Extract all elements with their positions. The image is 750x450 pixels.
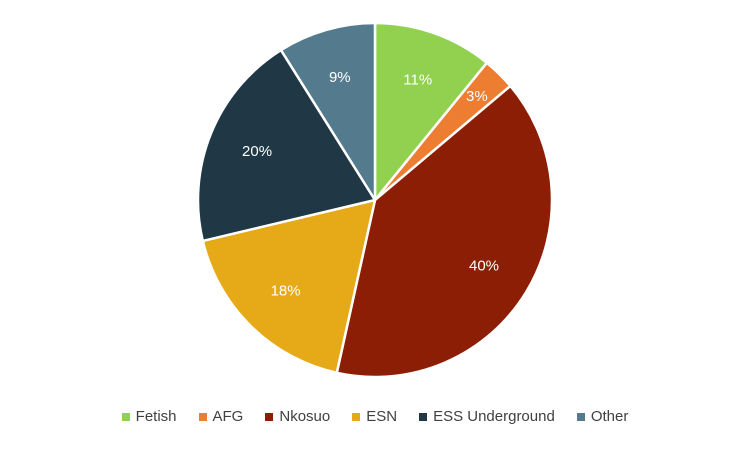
legend-label: ESS Underground (433, 408, 555, 425)
legend-item-afg: AFG (198, 408, 244, 425)
pie-slice-other (279, 21, 377, 202)
legend-swatch (198, 412, 207, 421)
legend-swatch (419, 412, 428, 421)
data-label-fetish: 11% (403, 71, 432, 88)
data-label-ess-underground: 20% (242, 143, 272, 160)
legend-label: AFG (212, 408, 244, 425)
legend-label: ESN (366, 408, 398, 425)
data-label-other: 9% (329, 69, 351, 86)
legend-swatch (265, 412, 274, 421)
legend-label: Fetish (135, 408, 177, 425)
legend-item-fetish: Fetish (121, 408, 177, 425)
legend-item-ess-underground: ESS Underground (419, 408, 555, 425)
pie-slice-fetish (373, 21, 489, 202)
legend-item-esn: ESN (352, 408, 397, 425)
data-label-afg: 3% (466, 88, 488, 105)
legend-item-nkosuo: Nkosuo (265, 408, 330, 425)
legend-swatch (576, 412, 585, 421)
pie-slice-esn (201, 198, 377, 375)
pie-chart-plot: 11% 3% 40% 18% 20% 9% (196, 21, 554, 379)
pie-slice-ess-underground (196, 48, 377, 243)
legend-swatch (121, 412, 130, 421)
legend-label: Other (590, 408, 629, 425)
data-label-esn: 18% (271, 282, 301, 299)
legend-item-other: Other (576, 408, 629, 425)
legend-swatch (352, 412, 361, 421)
legend-label: Nkosuo (279, 408, 331, 425)
pie-slice-nkosuo (335, 84, 554, 379)
chart-legend: Fetish AFG Nkosuo ESN ESS Underground Other (0, 408, 750, 425)
data-label-nkosuo: 40% (469, 257, 499, 274)
